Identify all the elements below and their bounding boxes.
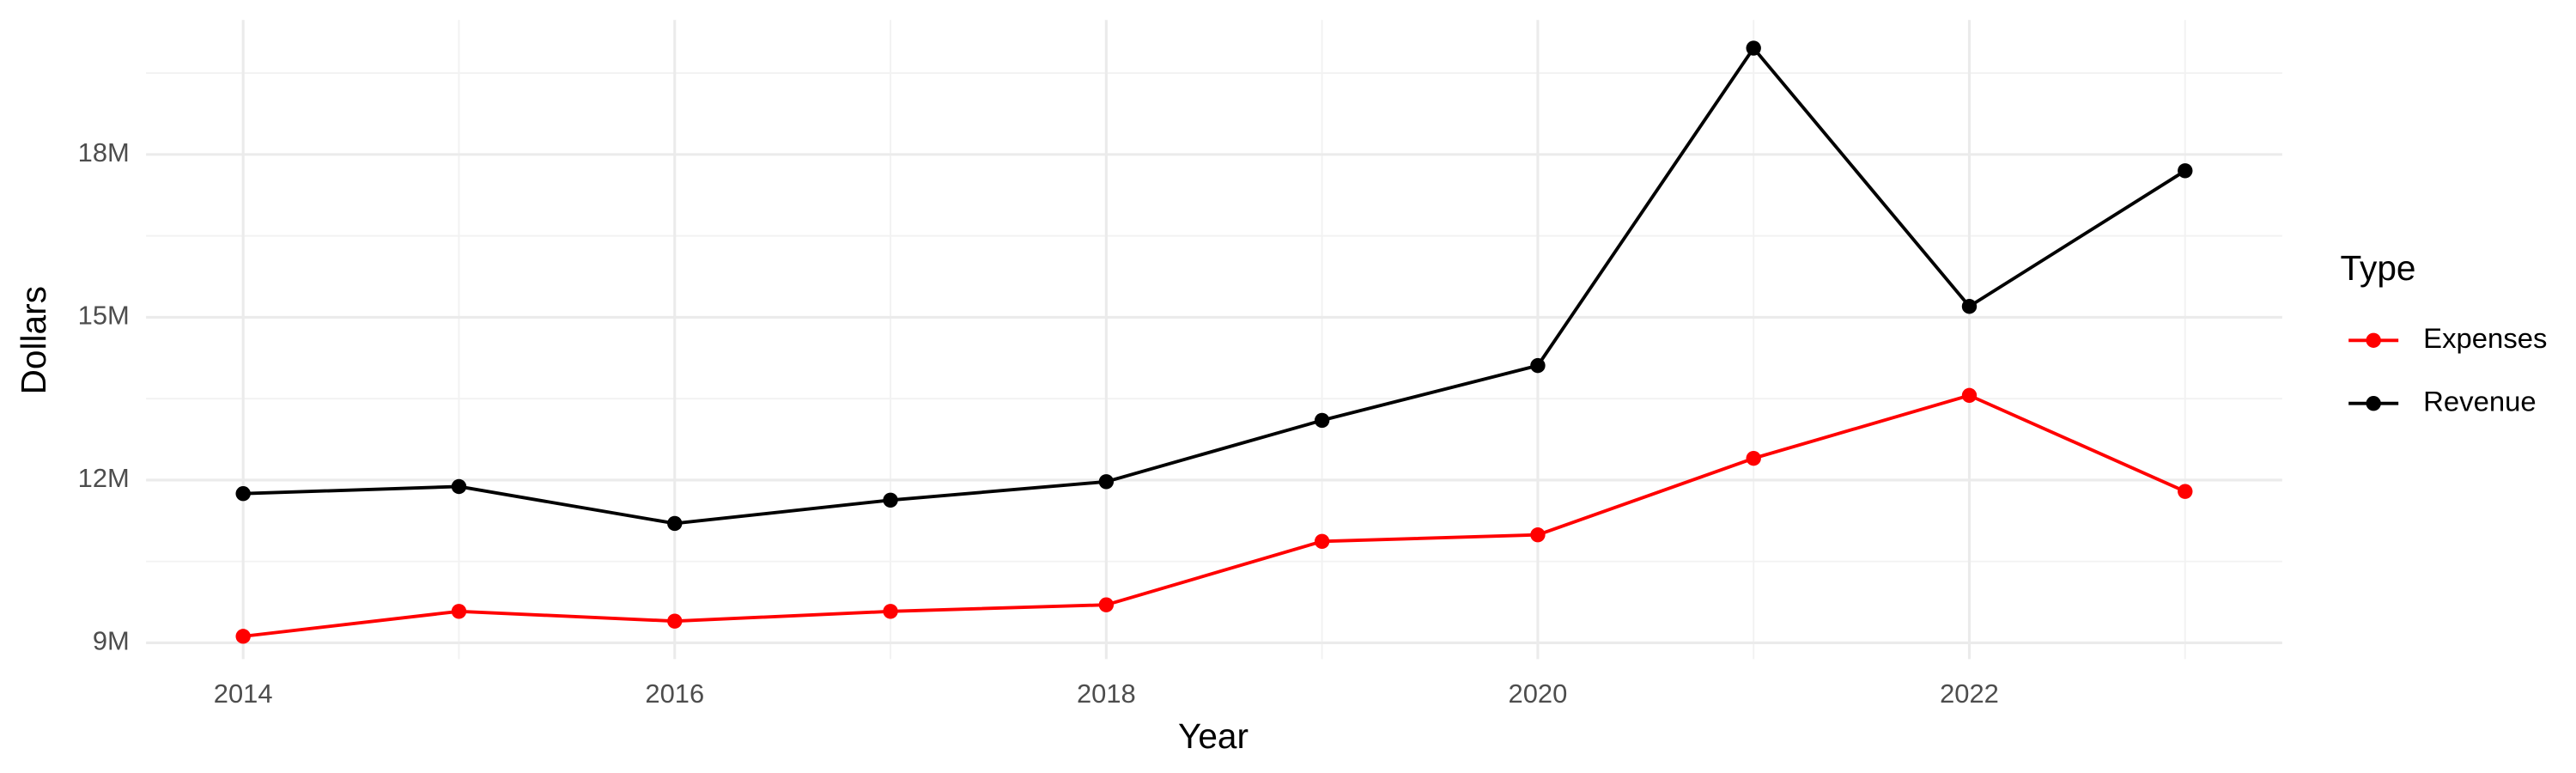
- x-tick-label: 2022: [1940, 679, 1999, 709]
- x-tick-label: 2016: [645, 679, 704, 709]
- data-point: [883, 492, 898, 508]
- data-point: [235, 486, 251, 502]
- data-point: [235, 629, 251, 644]
- x-tick-label: 2014: [214, 679, 273, 709]
- data-point: [1098, 597, 1115, 612]
- legend-label: Expenses: [2423, 322, 2547, 354]
- x-axis-title: Year: [1178, 716, 1249, 756]
- legend-marker: [2366, 332, 2381, 348]
- y-tick-label: 15M: [78, 301, 130, 331]
- y-axis-title: Dollars: [14, 286, 53, 394]
- legend-title: Type: [2341, 248, 2416, 288]
- data-point: [1098, 474, 1115, 490]
- data-point: [1530, 527, 1546, 543]
- x-tick-label: 2018: [1077, 679, 1136, 709]
- data-point: [1961, 299, 1978, 314]
- data-point: [667, 613, 683, 629]
- data-point: [2178, 484, 2193, 499]
- data-point: [1746, 40, 1761, 56]
- data-point: [667, 515, 683, 532]
- data-point: [1530, 357, 1546, 374]
- x-tick-label: 2020: [1509, 679, 1568, 709]
- data-point: [883, 604, 898, 619]
- data-point: [1746, 450, 1761, 466]
- legend-marker: [2366, 396, 2381, 411]
- data-point: [1314, 412, 1330, 429]
- y-tick-label: 18M: [78, 137, 130, 167]
- data-point: [1961, 387, 1978, 404]
- data-point: [2178, 163, 2193, 179]
- legend-label: Revenue: [2423, 385, 2537, 417]
- y-tick-label: 9M: [93, 626, 130, 656]
- y-tick-label: 12M: [78, 463, 130, 493]
- series-line: [243, 45, 2186, 526]
- data-point: [451, 478, 467, 495]
- data-point: [451, 604, 467, 619]
- data-point: [1314, 533, 1330, 550]
- series-line: [242, 393, 2186, 638]
